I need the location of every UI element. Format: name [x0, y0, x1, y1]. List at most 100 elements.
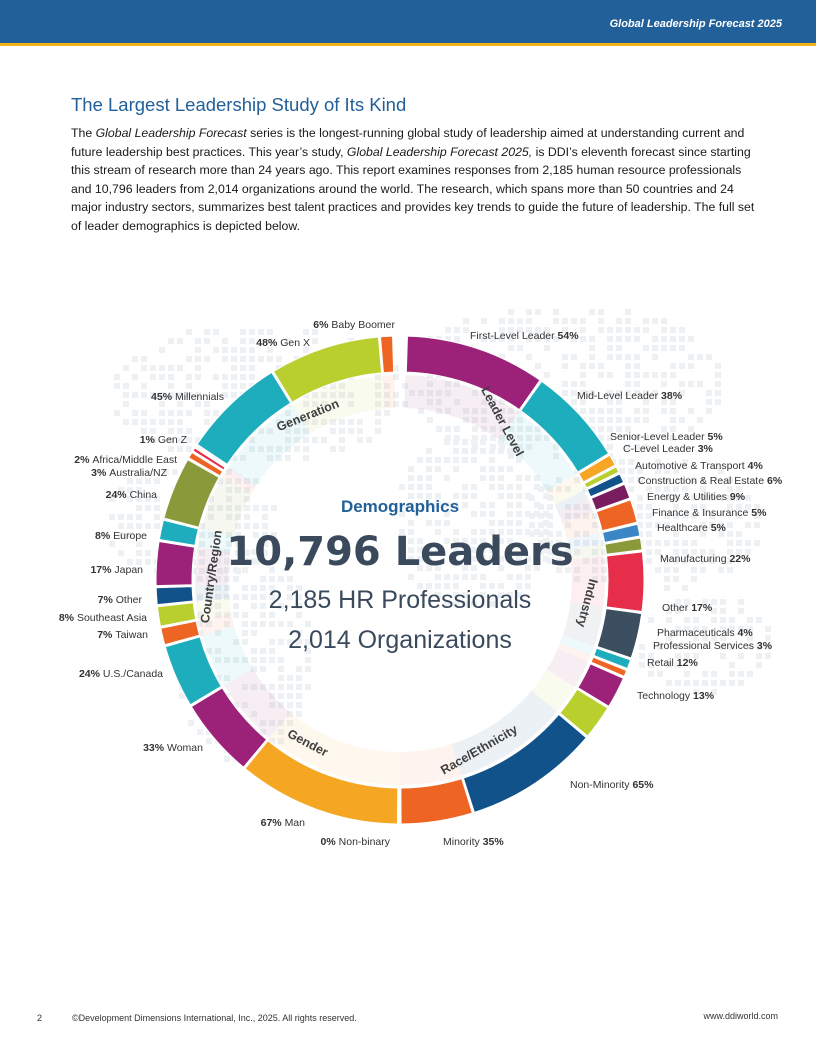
map-dot — [490, 435, 496, 441]
website-link[interactable]: www.ddiworld.com — [703, 1011, 778, 1021]
map-dot — [240, 338, 246, 344]
map-dot — [471, 556, 477, 562]
map-dot — [709, 513, 715, 519]
map-dot — [251, 621, 257, 627]
slice-label-name: Taiwan — [115, 629, 148, 641]
map-dot — [499, 318, 505, 324]
map-dot — [267, 329, 273, 335]
map-dot — [643, 318, 649, 324]
map-dot — [399, 547, 405, 553]
map-dot — [655, 567, 661, 573]
map-dot — [242, 558, 248, 564]
map-dot — [330, 428, 336, 434]
map-dot — [634, 408, 640, 414]
map-dot — [408, 574, 414, 580]
map-dot — [508, 408, 514, 414]
map-dot — [592, 558, 598, 564]
map-dot — [188, 720, 194, 726]
map-dot — [675, 680, 681, 686]
map-dot — [679, 381, 685, 387]
map-dot — [670, 327, 676, 333]
map-dot — [240, 365, 246, 371]
map-dot — [427, 372, 433, 378]
map-dot — [720, 617, 726, 623]
map-dot — [269, 720, 275, 726]
slice-gen-z — [195, 445, 227, 467]
map-dot — [244, 478, 250, 484]
map-dot — [553, 444, 559, 450]
map-dot — [348, 401, 354, 407]
map-dot — [661, 345, 667, 351]
map-dot — [498, 466, 504, 472]
map-dot — [249, 329, 255, 335]
map-dot — [235, 550, 241, 556]
map-dot — [305, 666, 311, 672]
map-dot — [517, 417, 523, 423]
map-dot — [682, 459, 688, 465]
map-dot — [444, 511, 450, 517]
map-dot — [417, 475, 423, 481]
map-dot — [508, 318, 514, 324]
map-dot — [516, 475, 522, 481]
map-dot — [652, 354, 658, 360]
map-dot — [574, 504, 580, 510]
map-dot — [664, 486, 670, 492]
map-dot — [276, 455, 282, 461]
map-dot — [242, 630, 248, 636]
map-dot — [547, 522, 553, 528]
map-dot — [619, 459, 625, 465]
map-dot — [556, 540, 562, 546]
map-dot — [375, 410, 381, 416]
slice-label-pct: 17% — [691, 602, 713, 614]
map-dot — [444, 502, 450, 508]
map-dot — [702, 626, 708, 632]
map-dot — [643, 372, 649, 378]
map-dot — [224, 558, 230, 564]
map-dot — [607, 426, 613, 432]
map-dot — [269, 648, 275, 654]
slice-label-name: Africa/Middle East — [92, 454, 177, 466]
map-dot — [729, 671, 735, 677]
map-dot — [715, 372, 721, 378]
map-dot — [738, 653, 744, 659]
map-dot — [480, 556, 486, 562]
map-dot — [208, 514, 214, 520]
map-dot — [287, 639, 293, 645]
map-dot — [661, 327, 667, 333]
map-dot — [525, 574, 531, 580]
map-dot — [529, 531, 535, 537]
map-dot — [269, 621, 275, 627]
map-dot — [607, 336, 613, 342]
map-dot — [661, 408, 667, 414]
map-dot — [408, 475, 414, 481]
map-dot — [271, 541, 277, 547]
map-dot — [691, 549, 697, 555]
map-dot — [543, 556, 549, 562]
intro-run: is DDI’s eleventh forecast since startin… — [71, 144, 755, 233]
map-dot — [287, 711, 293, 717]
map-dot — [652, 390, 658, 396]
map-dot — [445, 390, 451, 396]
map-dot — [472, 408, 478, 414]
map-dot — [715, 381, 721, 387]
slice-label: 33% Woman — [143, 742, 203, 754]
slice-label-pct: 5% — [711, 522, 727, 534]
map-dot — [543, 520, 549, 526]
map-dot — [646, 504, 652, 510]
inner-slice — [197, 528, 234, 553]
map-dot — [242, 657, 248, 663]
map-dot — [706, 390, 712, 396]
map-dot — [598, 426, 604, 432]
map-dot — [634, 435, 640, 441]
map-dot — [402, 383, 408, 389]
map-dot — [276, 446, 282, 452]
map-dot — [435, 520, 441, 526]
map-dot — [197, 729, 203, 735]
map-dot — [652, 372, 658, 378]
map-dot — [226, 505, 232, 511]
map-dot — [168, 392, 174, 398]
map-dot — [525, 511, 531, 517]
map-dot — [684, 653, 690, 659]
map-dot — [435, 466, 441, 472]
map-dot — [262, 514, 268, 520]
